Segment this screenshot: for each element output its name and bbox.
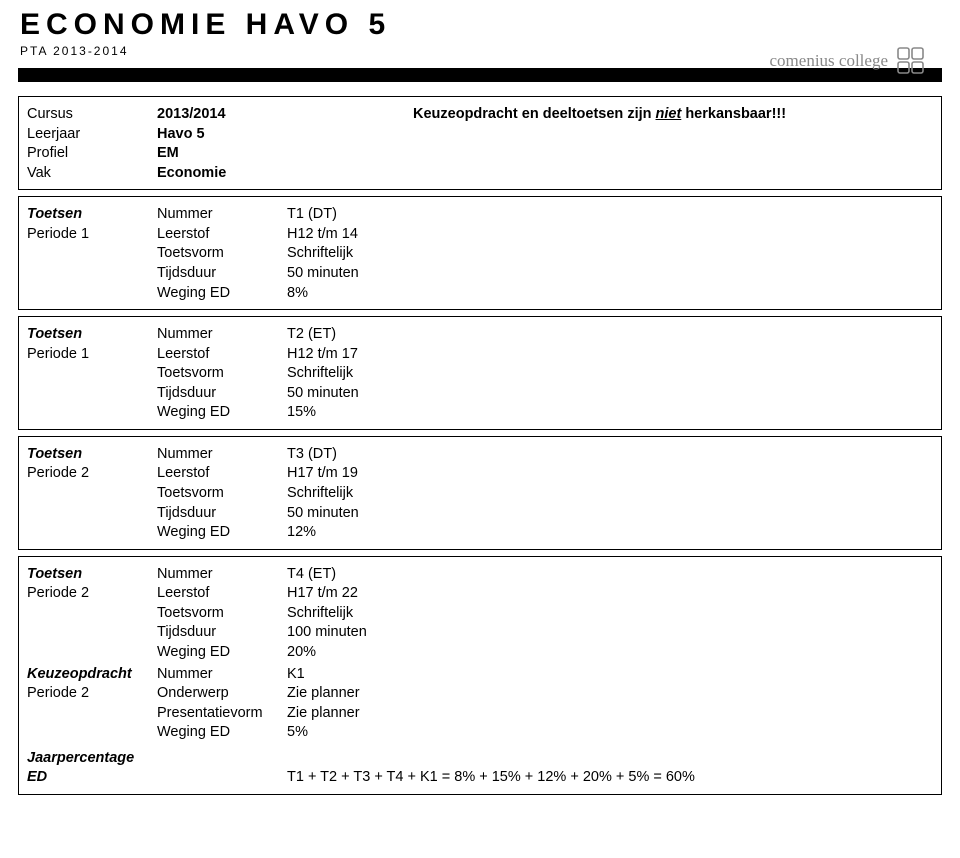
- t2-nummer: T2 (ET): [287, 325, 933, 345]
- label-nummer: Nummer: [157, 205, 287, 225]
- keuzeop-underlined: niet: [656, 106, 682, 122]
- section-t3: Toetsen Nummer T3 (DT) Periode 2 Leersto…: [18, 436, 942, 550]
- k1-onderwerp: Zie planner: [287, 684, 933, 704]
- label-tijdsduur: Tijdsduur: [157, 384, 287, 404]
- section-intro: Cursus 2013/2014 Leerjaar Havo 5 Profiel…: [18, 96, 942, 190]
- label-periode2: Periode 2: [27, 584, 157, 604]
- value-vak: Economie: [157, 164, 287, 184]
- label-toetsvorm: Toetsvorm: [157, 244, 287, 264]
- t1-weging: 8%: [287, 284, 933, 304]
- group-k1: Keuzeopdracht Nummer K1 Periode 2 Onderw…: [27, 665, 933, 743]
- t2-toetsvorm: Schriftelijk: [287, 364, 933, 384]
- t4-tijdsduur: 100 minuten: [287, 623, 933, 643]
- keuzeop-post: herkansbaar!!!: [681, 106, 786, 122]
- label-keuzeopdracht: Keuzeopdracht: [27, 665, 157, 685]
- label-periode2: Periode 2: [27, 464, 157, 484]
- label-leerstof: Leerstof: [157, 584, 287, 604]
- label-tijdsduur: Tijdsduur: [157, 623, 287, 643]
- label-nummer: Nummer: [157, 565, 287, 585]
- label-weging-ed: Weging ED: [157, 643, 287, 663]
- section-t2: Toetsen Nummer T2 (ET) Periode 1 Leersto…: [18, 316, 942, 430]
- page-title: ECONOMIE HAVO 5: [20, 8, 960, 42]
- value-cursus: 2013/2014: [157, 105, 287, 125]
- label-toetsvorm: Toetsvorm: [157, 364, 287, 384]
- label-toetsvorm: Toetsvorm: [157, 604, 287, 624]
- label-onderwerp: Onderwerp: [157, 684, 287, 704]
- label-profiel: Profiel: [27, 144, 157, 164]
- label-toetsvorm: Toetsvorm: [157, 484, 287, 504]
- t2-leerstof: H12 t/m 17: [287, 345, 933, 365]
- label-ed: ED: [27, 768, 157, 788]
- label-weging-ed: Weging ED: [157, 523, 287, 543]
- t4-leerstof: H17 t/m 22: [287, 584, 933, 604]
- t4-weging: 20%: [287, 643, 933, 663]
- t3-weging: 12%: [287, 523, 933, 543]
- label-periode2: Periode 2: [27, 684, 157, 704]
- jaar-formula: T1 + T2 + T3 + T4 + K1 = 8% + 15% + 12% …: [287, 768, 933, 788]
- label-leerjaar: Leerjaar: [27, 125, 157, 145]
- group-jaarpercentage: Jaarpercentage ED T1 + T2 + T3 + T4 + K1…: [27, 749, 933, 788]
- label-tijdsduur: Tijdsduur: [157, 264, 287, 284]
- label-nummer: Nummer: [157, 665, 287, 685]
- group-t4: Toetsen Nummer T4 (ET) Periode 2 Leersto…: [27, 565, 933, 663]
- t3-nummer: T3 (DT): [287, 445, 933, 465]
- t4-toetsvorm: Schriftelijk: [287, 604, 933, 624]
- label-toetsen: Toetsen: [27, 565, 157, 585]
- section-t1: Toetsen Nummer T1 (DT) Periode 1 Leersto…: [18, 196, 942, 310]
- label-toetsen: Toetsen: [27, 325, 157, 345]
- label-weging-ed: Weging ED: [157, 284, 287, 304]
- label-periode1: Periode 1: [27, 345, 157, 365]
- keuzeop-pre: Keuzeopdracht en deeltoetsen zijn: [413, 106, 656, 122]
- t1-leerstof: H12 t/m 14: [287, 225, 933, 245]
- label-jaarpercentage: Jaarpercentage: [27, 749, 157, 769]
- logo-text: comenius college: [770, 51, 889, 71]
- label-periode1: Periode 1: [27, 225, 157, 245]
- t3-leerstof: H17 t/m 19: [287, 464, 933, 484]
- label-nummer: Nummer: [157, 325, 287, 345]
- t2-tijdsduur: 50 minuten: [287, 384, 933, 404]
- label-vak: Vak: [27, 164, 157, 184]
- keuzeop-note: Keuzeopdracht en deeltoetsen zijn niet h…: [413, 105, 786, 125]
- label-leerstof: Leerstof: [157, 464, 287, 484]
- label-leerstof: Leerstof: [157, 225, 287, 245]
- label-leerstof: Leerstof: [157, 345, 287, 365]
- t3-toetsvorm: Schriftelijk: [287, 484, 933, 504]
- t2-weging: 15%: [287, 403, 933, 423]
- t3-tijdsduur: 50 minuten: [287, 504, 933, 524]
- k1-presentatievorm: Zie planner: [287, 704, 933, 724]
- logo-icon: [896, 46, 932, 76]
- label-toetsen: Toetsen: [27, 205, 157, 225]
- label-weging-ed: Weging ED: [157, 723, 287, 743]
- t4-nummer: T4 (ET): [287, 565, 933, 585]
- label-nummer: Nummer: [157, 445, 287, 465]
- t1-toetsvorm: Schriftelijk: [287, 244, 933, 264]
- k1-nummer: K1: [287, 665, 933, 685]
- label-weging-ed: Weging ED: [157, 403, 287, 423]
- t1-nummer: T1 (DT): [287, 205, 933, 225]
- value-profiel: EM: [157, 144, 287, 164]
- label-presentatievorm: Presentatievorm: [157, 704, 287, 724]
- label-toetsen: Toetsen: [27, 445, 157, 465]
- t1-tijdsduur: 50 minuten: [287, 264, 933, 284]
- logo: comenius college: [770, 46, 933, 76]
- label-cursus: Cursus: [27, 105, 157, 125]
- label-tijdsduur: Tijdsduur: [157, 504, 287, 524]
- section-t4-k1-jaar: Toetsen Nummer T4 (ET) Periode 2 Leersto…: [18, 556, 942, 795]
- value-leerjaar: Havo 5: [157, 125, 287, 145]
- k1-weging: 5%: [287, 723, 933, 743]
